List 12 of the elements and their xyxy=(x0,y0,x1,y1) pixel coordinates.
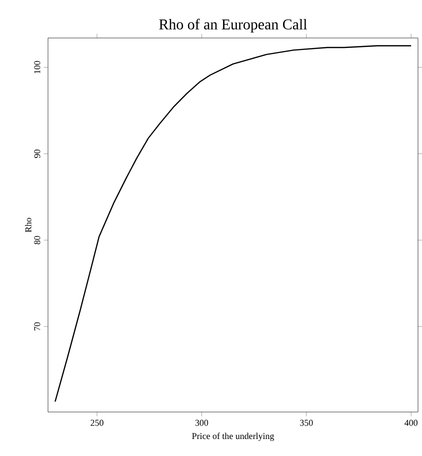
line-series xyxy=(54,45,412,402)
y-tick-label: 100 xyxy=(34,60,40,74)
x-tick-label: 400 xyxy=(404,420,418,426)
x-axis-title: Price of the underlying xyxy=(192,432,274,441)
x-tick-label: 350 xyxy=(300,420,313,426)
y-tick-label: 90 xyxy=(34,150,40,158)
y-axis-title: Rho xyxy=(25,218,32,232)
x-tick-label: 300 xyxy=(195,420,208,426)
y-tick-label: 80 xyxy=(34,236,40,244)
y-tick-label: 70 xyxy=(34,322,40,330)
x-tick-label: 250 xyxy=(90,420,104,426)
chart-title: Rho of an European Call xyxy=(159,18,307,33)
